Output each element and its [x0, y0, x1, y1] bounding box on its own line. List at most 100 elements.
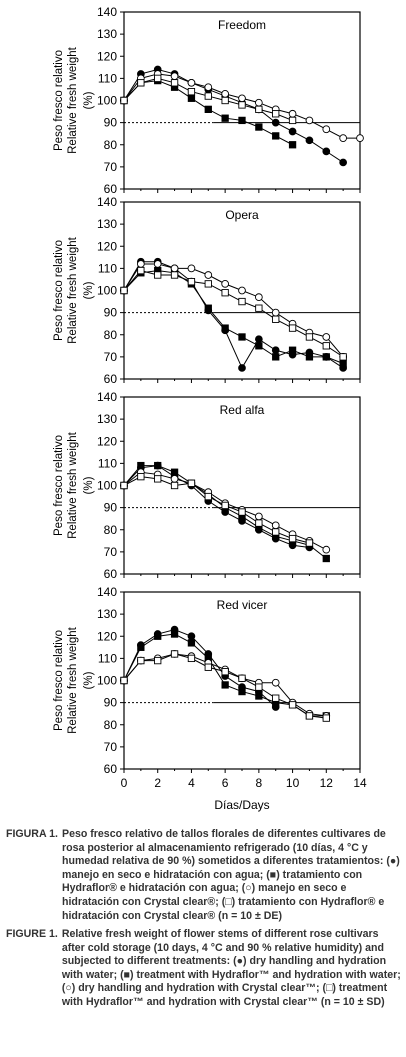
y-tick-label: 90 — [104, 501, 118, 515]
data-point-open-square — [221, 668, 229, 676]
y-axis-unit: (%) — [83, 281, 95, 299]
data-point-filled-square — [322, 554, 330, 563]
data-point-open-square — [288, 534, 297, 543]
data-point-filled-circle — [322, 147, 331, 156]
data-point-open-square — [272, 694, 280, 702]
data-point-filled-square — [137, 643, 145, 651]
data-point-open-square — [204, 280, 212, 288]
data-point-filled-square — [272, 132, 280, 140]
data-point-open-square — [272, 315, 280, 323]
data-point-filled-square — [204, 304, 212, 312]
data-point-open-square — [272, 528, 280, 536]
data-point-filled-square — [305, 353, 314, 361]
panel-title: Red vicer — [217, 598, 268, 612]
data-point-filled-square — [255, 342, 263, 350]
y-tick-label: 80 — [104, 523, 118, 537]
series-line-open-square — [123, 476, 310, 544]
y-tick-label: 100 — [97, 94, 117, 108]
y-tick-label: 100 — [97, 674, 117, 688]
y-tick-label: 140 — [97, 195, 117, 209]
y-tick-label: 80 — [104, 138, 118, 152]
data-point-filled-square — [322, 353, 330, 361]
data-point-open-square — [288, 701, 297, 709]
data-point-filled-square — [187, 94, 196, 102]
caption-spanish-text: Peso fresco relativo de tallos florales … — [62, 828, 400, 922]
data-point-open-square — [154, 656, 162, 665]
data-point-open-circle — [255, 512, 263, 521]
y-tick-label: 110 — [98, 651, 117, 665]
y-tick-label: 90 — [104, 696, 118, 710]
y-tick-label: 130 — [97, 27, 117, 41]
y-axis-label-es: Peso fresco relativo — [53, 435, 65, 536]
y-tick-label: 90 — [104, 306, 118, 320]
data-point-open-circle — [305, 116, 314, 125]
y-axis-label-es: Peso fresco relativo — [53, 50, 65, 151]
data-point-open-square — [255, 105, 263, 114]
data-point-open-square — [204, 663, 212, 671]
data-point-open-square — [238, 297, 246, 306]
y-axis-label-en: Relative fresh weight — [67, 431, 79, 539]
data-point-open-circle — [339, 134, 347, 142]
data-point-open-square — [154, 475, 162, 483]
data-point-filled-circle — [305, 136, 314, 145]
data-point-open-square — [238, 674, 246, 682]
data-point-filled-circle — [238, 364, 246, 372]
x-tick-label: 2 — [154, 776, 161, 790]
data-point-open-circle — [322, 125, 331, 134]
data-point-open-circle — [204, 83, 213, 92]
y-tick-label: 70 — [104, 350, 118, 364]
caption-english-label: FIGURE 1. — [6, 928, 58, 940]
y-tick-label: 60 — [104, 182, 118, 196]
data-point-filled-square — [187, 639, 196, 647]
y-tick-label: 100 — [97, 479, 117, 493]
data-point-open-square — [305, 712, 314, 720]
x-tick-label: 4 — [188, 776, 195, 790]
data-point-open-circle — [288, 109, 297, 118]
y-tick-label: 70 — [104, 160, 118, 174]
data-point-open-circle — [271, 678, 280, 687]
data-point-open-square — [305, 539, 314, 547]
caption-spanish: FIGURA 1. Peso fresco relativo de tallos… — [6, 828, 404, 923]
data-point-filled-square — [272, 353, 280, 361]
series-line-open-square — [123, 270, 344, 358]
data-point-filled-square — [339, 359, 347, 368]
caption-english: FIGURE 1. Relative fresh weight of flowe… — [6, 928, 404, 1010]
data-point-open-square — [339, 353, 347, 361]
data-point-open-circle — [221, 90, 229, 98]
data-point-open-square — [137, 473, 145, 481]
y-tick-label: 70 — [104, 740, 118, 754]
data-point-filled-square — [255, 123, 263, 131]
y-tick-label: 140 — [97, 390, 117, 404]
x-axis-label: Días/Days — [214, 798, 269, 812]
series-line-filled-circle — [123, 629, 277, 708]
data-point-open-circle — [204, 271, 213, 279]
y-tick-label: 110 — [98, 261, 117, 275]
data-point-open-square — [204, 92, 212, 100]
data-point-filled-circle — [339, 158, 347, 167]
y-tick-label: 80 — [104, 328, 118, 342]
x-tick-label: 14 — [353, 776, 367, 790]
data-point-open-circle — [322, 545, 331, 554]
y-tick-label: 130 — [97, 412, 117, 426]
panel-title: Red alfa — [220, 403, 265, 417]
y-tick-label: 60 — [104, 372, 118, 386]
data-point-filled-square — [204, 105, 212, 114]
data-point-open-square — [154, 74, 162, 83]
data-point-filled-square — [170, 630, 179, 638]
data-point-open-circle — [153, 260, 162, 268]
y-tick-label: 90 — [104, 116, 118, 130]
data-point-filled-square — [221, 114, 229, 122]
data-point-open-circle — [187, 78, 196, 87]
data-point-open-square — [221, 289, 229, 297]
data-point-open-square — [305, 333, 314, 341]
data-point-open-square — [272, 110, 280, 118]
data-point-open-circle — [170, 72, 179, 81]
data-point-open-circle — [322, 333, 331, 341]
y-tick-label: 130 — [97, 607, 117, 621]
x-tick-label: 12 — [320, 776, 334, 790]
data-point-open-circle — [271, 308, 280, 317]
data-point-filled-square — [154, 632, 162, 640]
data-point-open-circle — [255, 98, 263, 107]
x-tick-label: 10 — [286, 776, 300, 790]
data-point-open-circle — [170, 475, 179, 483]
